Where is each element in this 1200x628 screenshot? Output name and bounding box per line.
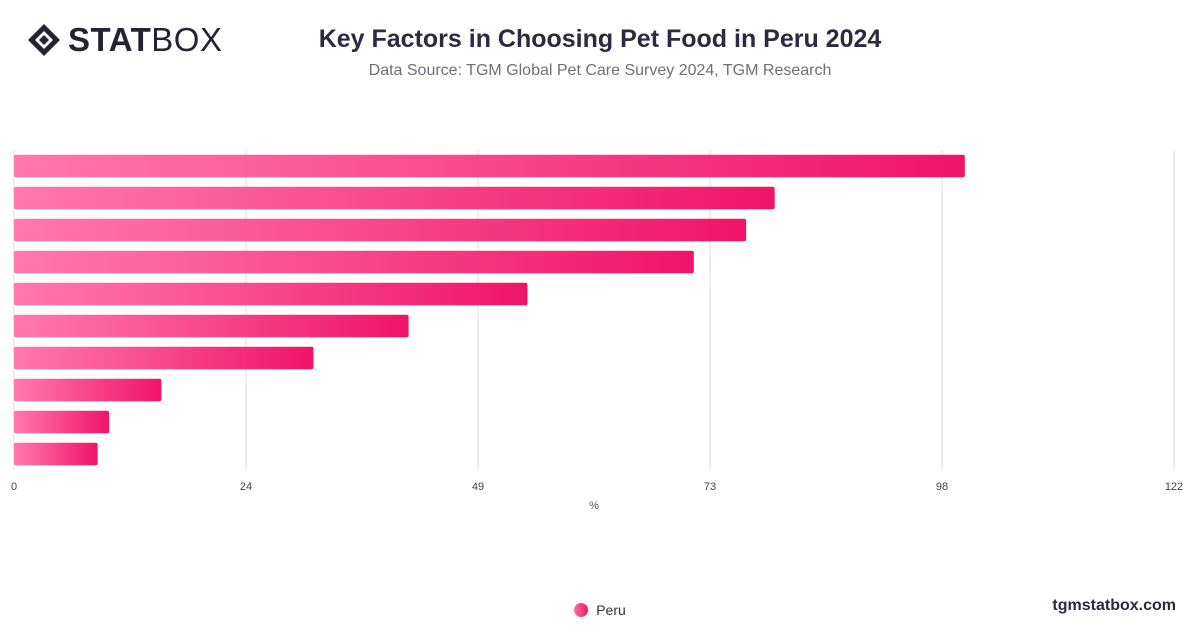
x-tick-label: 49 [472, 481, 484, 493]
brand-name: STATBOX [68, 21, 223, 58]
site-url[interactable]: tgmstatbox.com [1052, 597, 1176, 614]
statbox-diamond-icon [28, 24, 60, 56]
chart-subtitle: Data Source: TGM Global Pet Care Survey … [368, 62, 832, 79]
x-tick-label: 98 [936, 481, 948, 493]
bar-peru-4[interactable] [14, 250, 694, 274]
statbox-logo: STATBOX [26, 22, 222, 58]
bar-chart: 0 24 49 73 98 122 % [11, 150, 1183, 512]
bar-peru-9[interactable] [14, 410, 110, 434]
x-tick-label: 24 [240, 481, 252, 493]
legend-swatch [574, 603, 589, 617]
bar-peru-1[interactable] [14, 154, 965, 178]
bar-peru-6[interactable] [14, 314, 409, 338]
x-tick-label: 73 [704, 481, 716, 493]
bar-peru-8[interactable] [14, 378, 162, 402]
x-tick-label: 0 [11, 481, 17, 493]
legend[interactable]: Peru [0, 602, 1200, 618]
x-axis-label: % [589, 500, 599, 512]
chart-title: Key Factors in Choosing Pet Food in Peru… [318, 25, 882, 53]
x-tick-label: 122 [1165, 481, 1183, 493]
legend-label-peru: Peru [596, 602, 626, 618]
bar-peru-10[interactable] [14, 442, 98, 466]
bar-peru-2[interactable] [14, 186, 775, 210]
bar-peru-7[interactable] [14, 346, 314, 370]
bar-peru-3[interactable] [14, 218, 747, 242]
bar-peru-5[interactable] [14, 282, 528, 306]
